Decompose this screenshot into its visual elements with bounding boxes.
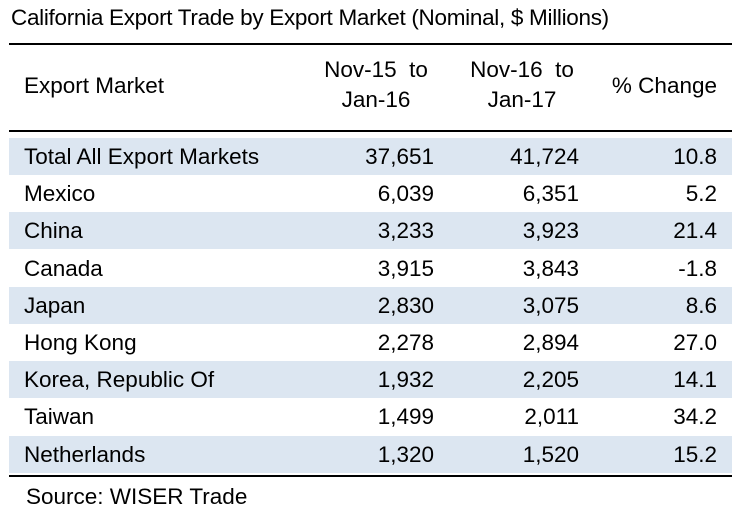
table-row: Mexico 6,039 6,351 5.2 xyxy=(9,175,732,212)
change-value: 34.2 xyxy=(673,404,717,430)
period1-value: 37,651 xyxy=(365,144,434,169)
period1-value: 2,278 xyxy=(377,330,434,355)
title-rule xyxy=(9,43,732,45)
period1-value: 6,039 xyxy=(377,181,434,207)
period1-value: 3,915 xyxy=(377,255,434,281)
header-change: % Change xyxy=(611,73,717,98)
period2-value: 3,843 xyxy=(522,255,579,281)
table-row: Japan 2,830 3,075 8.6 xyxy=(9,286,732,324)
change-value: 15.2 xyxy=(673,441,717,467)
header-period2-line2: Jan-17 xyxy=(487,87,557,112)
period2-value: 2,011 xyxy=(524,404,579,430)
period1-value: 1,320 xyxy=(377,441,434,467)
period1-value: 1,499 xyxy=(377,404,434,430)
table-row: Netherlands 1,320 1,520 15.2 xyxy=(9,435,732,473)
period2-value: 2,894 xyxy=(522,330,579,355)
period2-value: 3,075 xyxy=(522,292,579,318)
period2-value: 41,724 xyxy=(510,144,579,169)
period2-value: 2,205 xyxy=(522,367,579,393)
market-cell: Korea, Republic Of xyxy=(24,367,215,393)
market-cell: Taiwan xyxy=(24,404,95,430)
change-value: 21.4 xyxy=(673,218,717,244)
table-title: California Export Trade by Export Market… xyxy=(11,5,609,30)
market-cell: Total All Export Markets xyxy=(24,144,260,169)
header-export-market: Export Market xyxy=(24,73,165,98)
period1-value: 2,830 xyxy=(377,292,434,318)
table-row: Hong Kong 2,278 2,894 27.0 xyxy=(9,324,732,361)
market-cell: Canada xyxy=(24,255,103,281)
market-cell: China xyxy=(24,218,83,244)
table-row: Korea, Republic Of 1,932 2,205 14.1 xyxy=(9,361,732,399)
table-row: Canada 3,915 3,843 -1.8 xyxy=(9,250,732,287)
period1-value: 3,233 xyxy=(377,218,434,244)
period2-value: 3,923 xyxy=(522,218,579,244)
source-note: Source: WISER Trade xyxy=(26,484,248,509)
header-period1-line2: Jan-16 xyxy=(341,87,411,112)
header-period2-line1: Nov-16 to xyxy=(470,57,574,82)
change-value: 8.6 xyxy=(685,292,717,318)
header-period1-line1: Nov-15 to xyxy=(324,57,428,82)
header-rule xyxy=(9,130,732,132)
change-value: 5.2 xyxy=(685,181,717,207)
header-period1: Nov-15 to Jan-16 xyxy=(302,55,450,115)
table-row: Taiwan 1,499 2,011 34.2 xyxy=(9,398,732,435)
market-cell: Japan xyxy=(24,292,86,318)
market-cell: Netherlands xyxy=(24,441,146,467)
table-row: China 3,233 3,923 21.4 xyxy=(9,212,732,250)
change-value: 14.1 xyxy=(673,367,717,393)
bottom-rule xyxy=(9,475,732,477)
change-value: 10.8 xyxy=(673,144,717,169)
period2-value: 6,351 xyxy=(522,181,579,207)
period1-value: 1,932 xyxy=(377,367,434,393)
table-row: Total All Export Markets 37,651 41,724 10.8 xyxy=(9,138,732,175)
header-period2: Nov-16 to Jan-17 xyxy=(448,55,596,115)
period2-value: 1,520 xyxy=(522,441,579,467)
change-value: 27.0 xyxy=(673,330,717,355)
change-value: -1.8 xyxy=(678,255,717,281)
market-cell: Hong Kong xyxy=(24,330,137,355)
market-cell: Mexico xyxy=(24,181,96,207)
